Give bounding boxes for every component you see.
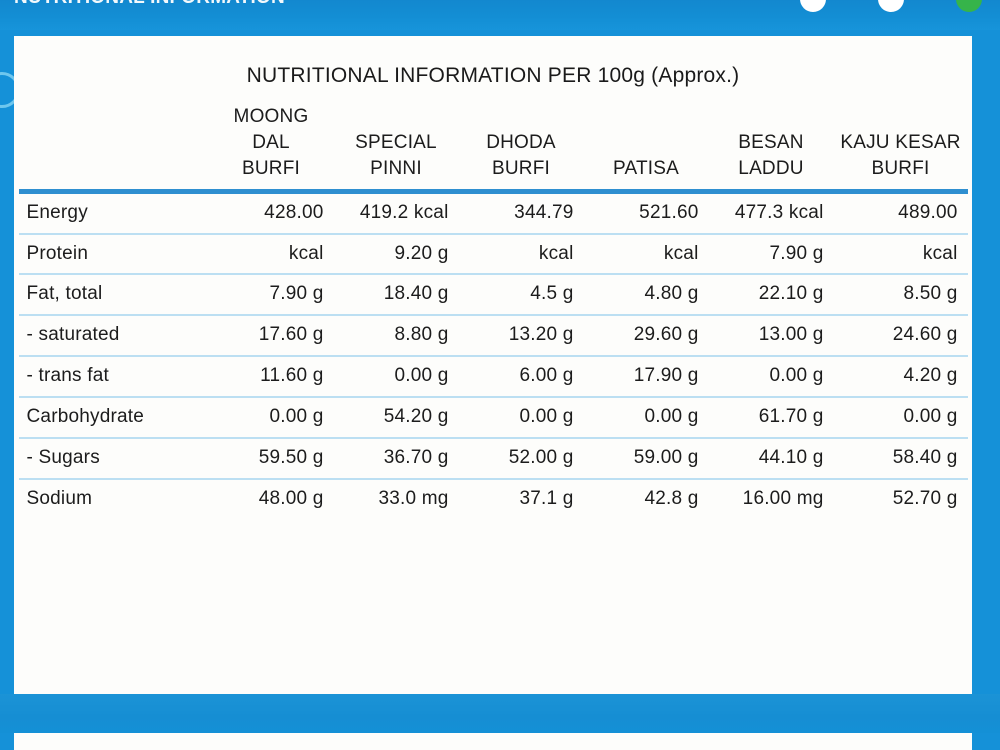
cell-value: 48.00 g	[258, 487, 324, 509]
cell-value: 22.10 g	[708, 274, 834, 317]
row-label: - saturated	[18, 315, 209, 358]
table-row: Energy 428.00 419.2 kcal 344.79 521.60 4…	[18, 191, 968, 235]
column-header-line-2: BURFI	[492, 158, 550, 180]
cell-value: 17.90 g	[583, 356, 709, 399]
column-header-line-1: KAJU KESAR	[840, 132, 961, 154]
column-header-dhoda-burfi: DHODA BURFI	[459, 104, 584, 191]
cell-value: 4.80 g	[583, 274, 709, 317]
column-header-line-1: PATISA	[613, 158, 679, 180]
row-label: Protein	[18, 233, 209, 276]
cell-value: 44.10 g	[708, 438, 834, 480]
cell-value: kcal	[208, 233, 334, 276]
cell-value: kcal	[458, 233, 584, 276]
table-row: Protein kcal 9.20 g kcal kcal 7.90 g kca…	[18, 233, 968, 276]
cell-value: 9.20 g	[333, 233, 459, 276]
column-header-moong-dal-burfi: MOONG DAL BURFI	[209, 104, 334, 191]
row-label: - trans fat	[18, 356, 209, 399]
table-row: - saturated 17.60 g 8.80 g 13.20 g 29.60…	[18, 315, 968, 358]
column-header-line-2: BURFI	[242, 158, 300, 180]
cell-value: 24.60 g	[833, 315, 968, 358]
cell-value: 61.70 g	[708, 397, 834, 439]
cell-value: 0.00 g	[583, 397, 709, 439]
cell-value: 0.00 g	[208, 397, 334, 439]
cell-value: 52.70 g	[892, 487, 958, 509]
cell-value: 489.00	[833, 191, 968, 235]
cell-value: 58.40 g	[833, 438, 968, 480]
row-label: Energy	[18, 191, 209, 235]
cell-value: 0.00 g	[333, 356, 459, 399]
cell-value: 17.60 g	[208, 315, 334, 358]
cell-value: 59.00 g	[583, 438, 709, 480]
circle-icon[interactable]	[878, 0, 904, 12]
column-header-line-1: BESAN	[738, 132, 804, 154]
app-top-bar: NUTRITIONAL INFORMATION	[0, 0, 1000, 30]
top-bar-icon-group	[800, 0, 982, 12]
cell-value: 0.00 g	[833, 397, 968, 439]
cell-value: 18.40 g	[333, 274, 459, 317]
column-header-line-2: PINNI	[370, 158, 422, 180]
column-header-line-1: SPECIAL	[355, 132, 437, 154]
cell-value: 59.50 g	[208, 438, 334, 480]
nutrition-table: MOONG DAL BURFI SPECIAL PINNI DHODA BURF…	[18, 104, 968, 519]
column-header-line-1: DHODA	[486, 132, 556, 154]
column-header-special-pinni: SPECIAL PINNI	[334, 104, 459, 191]
table-body: Energy 428.00 419.2 kcal 344.79 521.60 4…	[18, 191, 968, 519]
row-label: Sodium	[26, 487, 93, 509]
table-row: Sodium 48.00 g 33.0 mg 37.1 g 42.8 g 16.…	[19, 479, 968, 519]
green-circle-icon[interactable]	[956, 0, 982, 12]
cell-value: 344.79	[458, 191, 584, 235]
column-header-line-2: BURFI	[871, 158, 930, 180]
cell-value: 7.90 g	[708, 233, 834, 276]
cell-value: 11.60 g	[208, 356, 334, 399]
cell-value: 52.00 g	[458, 438, 584, 480]
cell-value: 36.70 g	[333, 438, 459, 480]
column-header-line-1: MOONG DAL	[233, 106, 309, 154]
column-header-besan-laddu: BESAN LADDU	[709, 104, 834, 191]
cell-value: 0.00 g	[708, 356, 834, 399]
column-header-patisa: PATISA	[584, 104, 709, 191]
page-title: NUTRITIONAL INFORMATION PER 100g (Approx…	[246, 64, 740, 87]
cell-value: 0.00 g	[458, 397, 584, 439]
column-header-line-2: LADDU	[738, 158, 804, 180]
cell-value: 13.20 g	[458, 315, 584, 358]
cell-value: 477.3 kcal	[708, 191, 834, 235]
table-row: Fat, total 7.90 g 18.40 g 4.5 g 4.80 g 2…	[18, 274, 968, 317]
cell-value: 33.0 mg	[378, 487, 449, 509]
cell-value: 54.20 g	[333, 397, 459, 439]
cell-value: 4.5 g	[458, 274, 584, 317]
table-row: - Sugars 59.50 g 36.70 g 52.00 g 59.00 g…	[18, 438, 968, 480]
table-header-row: MOONG DAL BURFI SPECIAL PINNI DHODA BURF…	[18, 104, 968, 192]
cell-value: 13.00 g	[708, 315, 834, 358]
cell-value: 419.2 kcal	[333, 191, 459, 235]
row-label: Fat, total	[18, 274, 209, 317]
nutrition-card: NUTRITIONAL INFORMATION PER 100g (Approx…	[14, 36, 972, 694]
row-label: - Sugars	[18, 438, 209, 480]
circle-icon[interactable]	[800, 0, 826, 12]
cell-value: 16.00 mg	[742, 487, 824, 509]
table-header: MOONG DAL BURFI SPECIAL PINNI DHODA BURF…	[18, 104, 968, 192]
cell-value: 42.8 g	[644, 487, 699, 509]
cell-value: kcal	[833, 233, 968, 276]
next-card-partial	[14, 733, 972, 750]
column-header-nutrient	[19, 104, 209, 191]
cell-value: 37.1 g	[519, 487, 574, 509]
panel-divider	[0, 694, 1000, 733]
cell-value: 29.60 g	[583, 315, 709, 358]
table-row: - trans fat 11.60 g 0.00 g 6.00 g 17.90 …	[18, 356, 968, 399]
cell-value: 521.60	[583, 191, 709, 235]
cell-value: 4.20 g	[833, 356, 968, 399]
cell-value: 428.00	[208, 191, 334, 235]
cell-value: 8.50 g	[833, 274, 968, 317]
cell-value: 7.90 g	[208, 274, 334, 317]
cell-value: 6.00 g	[458, 356, 584, 399]
cell-value: 8.80 g	[333, 315, 459, 358]
table-row: Carbohydrate 0.00 g 54.20 g 0.00 g 0.00 …	[18, 397, 968, 439]
row-label: Carbohydrate	[18, 397, 209, 439]
cell-value: kcal	[583, 233, 709, 276]
column-header-kaju-kesar-burfi: KAJU KESAR BURFI	[834, 104, 968, 191]
app-title-partial: NUTRITIONAL INFORMATION	[14, 0, 285, 9]
